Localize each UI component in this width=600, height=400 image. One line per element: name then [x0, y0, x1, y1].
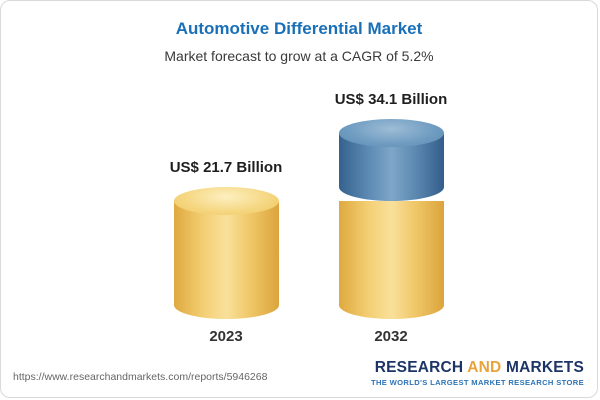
cylinder-body	[173, 200, 279, 319]
bar-cylinder-2032	[338, 119, 444, 319]
value-label-2023: US$ 21.7 Billion	[169, 158, 283, 176]
value-label-2032: US$ 34.1 Billion	[334, 91, 448, 109]
logo-tagline: THE WORLD'S LARGEST MARKET RESEARCH STOR…	[370, 377, 584, 387]
chart-subtitle: Market forecast to grow at a CAGR of 5.2…	[164, 48, 434, 64]
bar-cylinder-2023	[173, 186, 279, 319]
cylinder-base-segment	[338, 200, 444, 319]
research-and-markets-logo: RESEARCH AND MARKETS THE WORLD'S LARGEST…	[371, 358, 584, 387]
axis-label-2023: 2023	[209, 328, 243, 345]
logo-word-research: RESEARCH	[374, 359, 464, 377]
logo-word-markets: MARKETS	[505, 359, 584, 377]
bar-group-2032: US$ 34.1 Billion 2032	[333, 91, 449, 345]
logo-wordmark: RESEARCH AND MARKETS	[371, 358, 584, 377]
axis-label-2032: 2032	[374, 328, 408, 345]
logo-word-and: AND	[467, 359, 502, 377]
chart-title: Automotive Differential Market	[175, 19, 423, 38]
bar-group-2023: US$ 21.7 Billion 2023	[168, 159, 284, 345]
cylinder-top-segment	[338, 119, 444, 201]
cylinder-top-ellipse	[338, 119, 444, 148]
report-url: https://www.researchandmarkets.com/repor…	[13, 371, 268, 383]
cylinder-top-ellipse	[173, 186, 279, 215]
